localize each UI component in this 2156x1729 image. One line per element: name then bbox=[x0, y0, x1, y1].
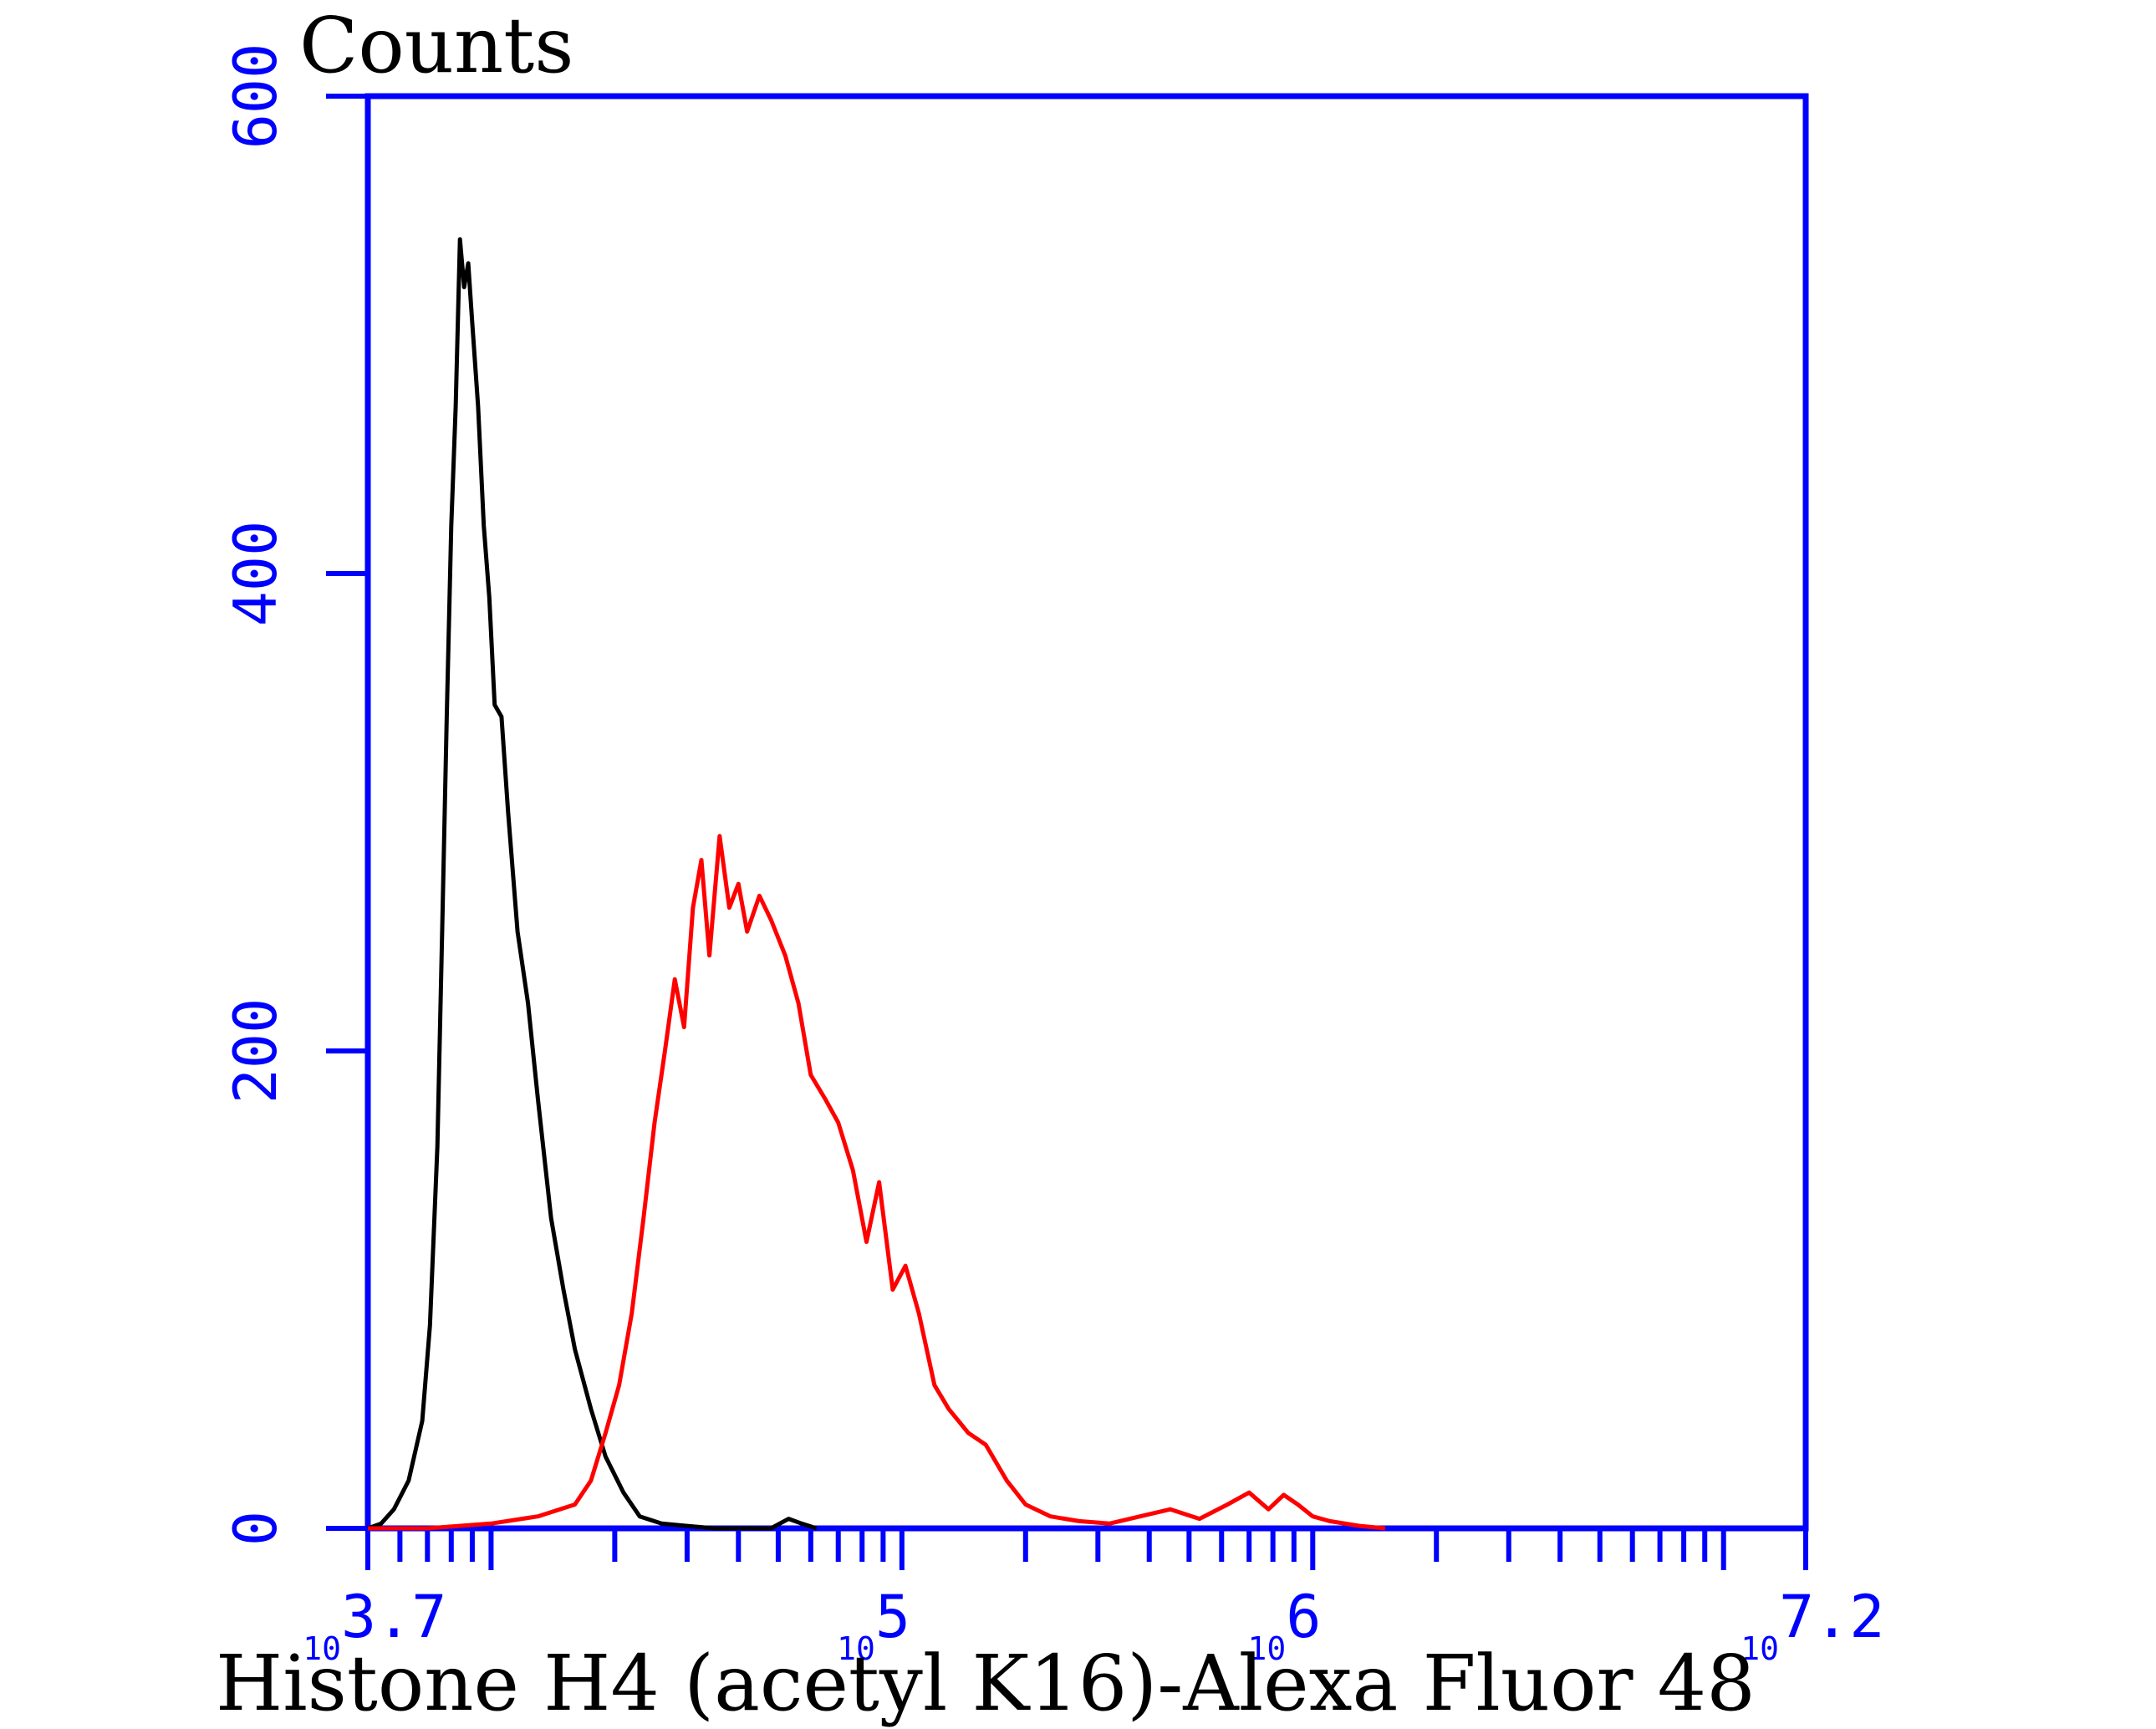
y-tick-label: 600 bbox=[222, 43, 290, 149]
histogram-curves bbox=[367, 237, 1386, 1531]
y-tick-label: 400 bbox=[222, 521, 290, 626]
x-tick-label-exponent: 3.7 bbox=[341, 1583, 446, 1651]
x-tick-label-exponent: 6 bbox=[1286, 1583, 1321, 1651]
y-axis: 0 200 400 600 bbox=[222, 43, 368, 1546]
y-axis-title: Counts bbox=[299, 1, 573, 90]
x-tick-label-exponent: 7.2 bbox=[1779, 1583, 1884, 1651]
x-tick-label-base: 10 bbox=[1248, 1630, 1287, 1667]
x-tick-label-base: 10 bbox=[303, 1630, 341, 1667]
sample-histogram-line bbox=[368, 834, 1386, 1531]
x-axis: 10 3.7 10 5 10 6 10 7.2 bbox=[303, 1528, 1884, 1667]
plot-frame bbox=[364, 93, 1809, 1532]
x-axis-title: Histone H4 (acetyl K16)-Alexa Fluor 48 bbox=[216, 1639, 1756, 1728]
x-tick-label-exponent: 5 bbox=[875, 1583, 910, 1651]
x-tick-label-base: 10 bbox=[1741, 1630, 1779, 1667]
x-tick-label-base: 10 bbox=[837, 1630, 875, 1667]
control-histogram-line bbox=[367, 237, 818, 1531]
y-tick-label: 200 bbox=[222, 998, 290, 1104]
y-tick-label: 0 bbox=[222, 1511, 290, 1546]
